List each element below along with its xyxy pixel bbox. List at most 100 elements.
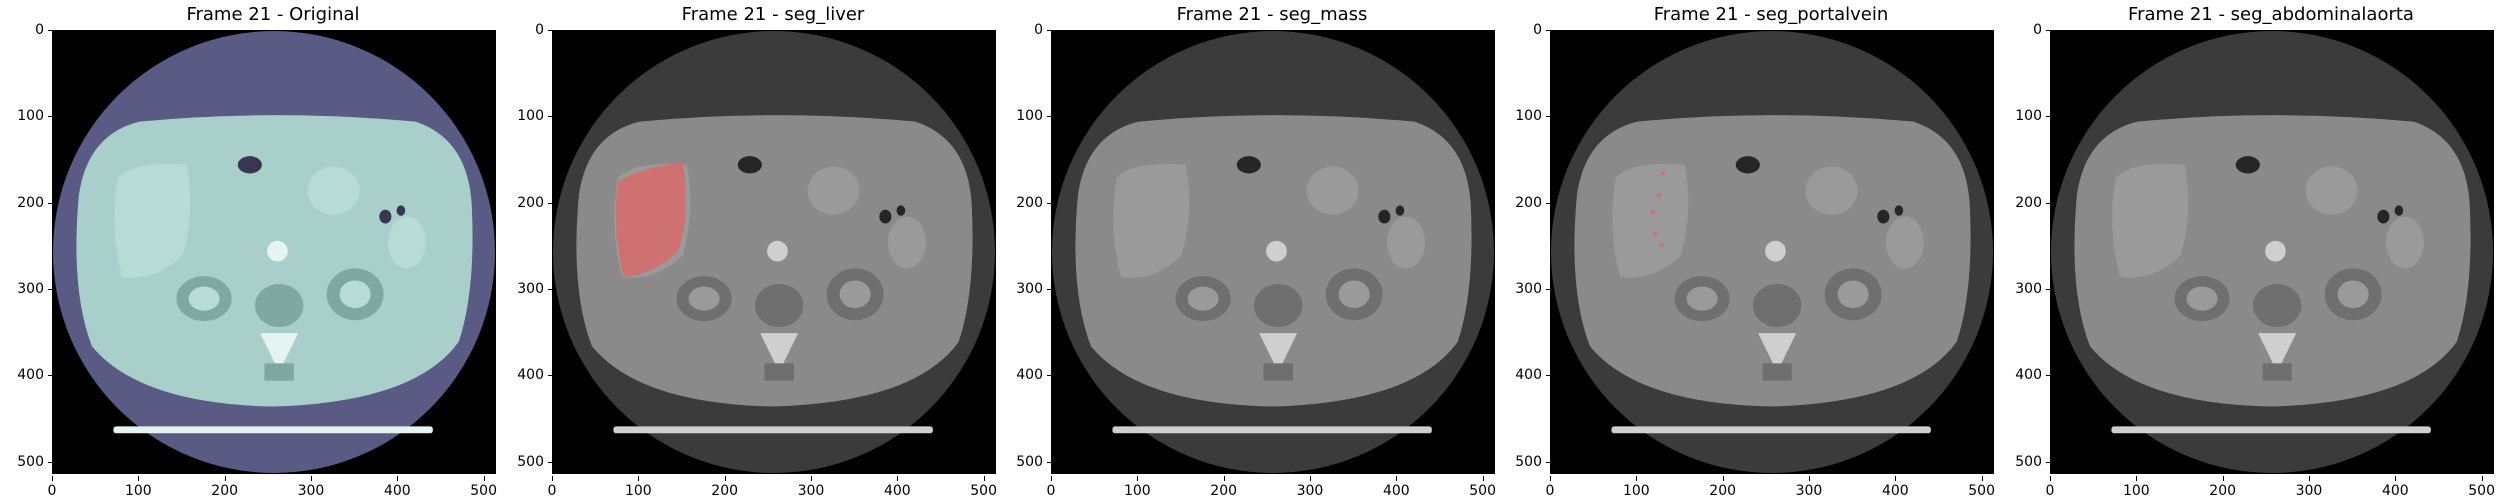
- left-kidney-cortex: [1338, 280, 1370, 309]
- aorta: [267, 240, 288, 262]
- y-tick-label: 100: [10, 109, 53, 123]
- aorta: [1765, 240, 1786, 262]
- image-axes: [52, 30, 496, 474]
- x-tick-label: 500: [2462, 476, 2500, 498]
- y-tick-label: 300: [1009, 282, 1052, 296]
- y-tick-label: 100: [2008, 109, 2051, 123]
- gas-pocket: [1877, 209, 1890, 224]
- posterior-muscle: [2262, 363, 2292, 381]
- x-tick-label: 500: [464, 476, 504, 498]
- liver-mask: [615, 162, 686, 278]
- vertebral-body: [1254, 283, 1303, 328]
- portalvein-mask: [1653, 231, 1658, 237]
- scanner-table: [613, 426, 933, 434]
- ct-slice-image: [53, 31, 495, 473]
- x-tick-label: 200: [1703, 476, 1743, 498]
- posterior-muscle: [1263, 363, 1293, 381]
- vertebral-body: [1753, 283, 1802, 328]
- posterior-muscle: [264, 363, 294, 381]
- spinous-process: [2258, 333, 2297, 372]
- gas-pocket: [2377, 209, 2390, 224]
- x-tick-label: 300: [291, 476, 331, 498]
- y-tick-label: 500: [2008, 455, 2051, 469]
- x-tick-label: 100: [2116, 476, 2156, 498]
- vertebral-body: [755, 283, 804, 328]
- y-tick-label: 0: [510, 23, 553, 37]
- x-tick-label: 300: [2289, 476, 2329, 498]
- ct-slice-image: [1052, 31, 1494, 473]
- x-tick-label: 200: [705, 476, 745, 498]
- x-tick-label: 400: [877, 476, 917, 498]
- left-kidney-cortex: [339, 280, 371, 309]
- liver-region: [1113, 163, 1190, 278]
- left-kidney-cortex: [839, 280, 871, 309]
- x-tick-label: 200: [2203, 476, 2243, 498]
- x-tick-label: 0: [532, 476, 572, 498]
- ct-slice-image: [553, 31, 995, 473]
- spleen-region: [2385, 216, 2424, 269]
- x-tick-label: 300: [1789, 476, 1829, 498]
- gas-pocket: [737, 156, 762, 174]
- aorta: [767, 240, 788, 262]
- portalvein-mask: [1661, 171, 1666, 176]
- y-tick-label: 400: [510, 368, 553, 382]
- spinous-process: [260, 333, 299, 372]
- scanner-table: [2111, 426, 2431, 434]
- x-tick-label: 400: [1376, 476, 1416, 498]
- y-tick-label: 100: [510, 109, 553, 123]
- spinous-process: [1259, 333, 1298, 372]
- stomach-region: [807, 166, 860, 215]
- gas-pocket: [237, 156, 262, 174]
- y-tick-label: 0: [1508, 23, 1551, 37]
- image-axes: [1051, 30, 1495, 474]
- spinous-process: [1758, 333, 1797, 372]
- left-kidney-cortex: [2337, 280, 2369, 309]
- liver-region: [114, 163, 191, 278]
- y-tick-label: 200: [2008, 196, 2051, 210]
- image-panel-5: Frame 21 - seg_abdominalaorta 0 100 200 300 4…: [2006, 0, 2496, 500]
- y-tick-label: 500: [1508, 455, 1551, 469]
- panel-title: Frame 21 - seg_mass: [1176, 4, 1368, 25]
- gas-pocket: [396, 205, 406, 216]
- gas-pocket: [879, 209, 892, 224]
- aorta: [2265, 240, 2286, 262]
- x-tick-label: 400: [377, 476, 417, 498]
- vertebral-body: [255, 283, 304, 328]
- image-axes: [1550, 30, 1994, 474]
- panel-title: Frame 21 - seg_liver: [681, 4, 865, 25]
- x-tick-label: 0: [2030, 476, 2070, 498]
- image-panel-1: Frame 21 - Original 0 100 200 300 400 500 0 100 2…: [8, 0, 498, 500]
- x-tick-label: 200: [205, 476, 245, 498]
- x-tick-label: 500: [964, 476, 1004, 498]
- y-tick-label: 0: [1009, 23, 1052, 37]
- vertebral-body: [2253, 283, 2302, 328]
- x-tick-label: 500: [1463, 476, 1503, 498]
- scanner-table: [1112, 426, 1432, 434]
- x-tick-label: 300: [1290, 476, 1330, 498]
- x-tick-label: 400: [1875, 476, 1915, 498]
- ct-slice-image: [1551, 31, 1993, 473]
- gas-pocket: [379, 209, 392, 224]
- x-tick-label: 400: [2375, 476, 2415, 498]
- liver-region: [1612, 163, 1689, 278]
- portalvein-mask: [1650, 210, 1656, 215]
- y-tick-label: 500: [510, 455, 553, 469]
- x-tick-label: 0: [1530, 476, 1570, 498]
- x-tick-label: 100: [1117, 476, 1157, 498]
- liver-region: [2112, 163, 2189, 278]
- gas-pocket: [1395, 205, 1405, 216]
- y-tick-label: 200: [10, 196, 53, 210]
- x-tick-label: 500: [1962, 476, 2002, 498]
- y-tick-label: 400: [10, 368, 53, 382]
- x-tick-label: 0: [1031, 476, 1071, 498]
- x-tick-label: 100: [618, 476, 658, 498]
- y-tick-label: 300: [1508, 282, 1551, 296]
- gas-pocket: [2235, 156, 2260, 174]
- x-tick-label: 100: [1616, 476, 1656, 498]
- portalvein-mask: [1659, 242, 1664, 248]
- spleen-region: [387, 216, 426, 269]
- y-tick-label: 200: [510, 196, 553, 210]
- panel-title: Frame 21 - Original: [186, 4, 360, 25]
- gas-pocket: [1236, 156, 1261, 174]
